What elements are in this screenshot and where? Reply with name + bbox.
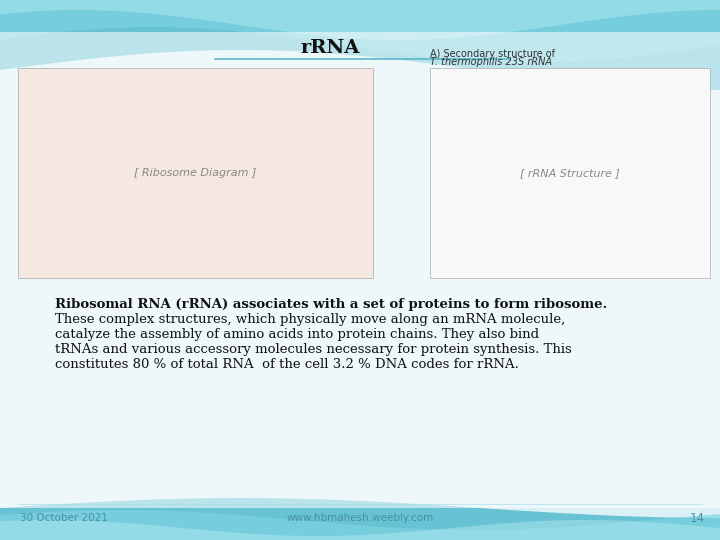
Text: catalyze the assembly of amino acids into protein chains. They also bind: catalyze the assembly of amino acids int… (55, 328, 539, 341)
Bar (0, 32, 720, 508)
Text: www.hbmahesh.weebly.com: www.hbmahesh.weebly.com (287, 513, 433, 523)
Text: 30 October 2021: 30 October 2021 (20, 513, 108, 523)
Polygon shape (0, 0, 720, 63)
Text: Ribosomal RNA (rRNA) associates with a set of proteins to form ribosome.: Ribosomal RNA (rRNA) associates with a s… (55, 298, 607, 311)
Polygon shape (0, 510, 720, 540)
Text: [ rRNA Structure ]: [ rRNA Structure ] (520, 168, 620, 178)
FancyBboxPatch shape (18, 68, 373, 278)
Text: tRNAs and various accessory molecules necessary for protein synthesis. This: tRNAs and various accessory molecules ne… (55, 343, 572, 356)
Polygon shape (0, 498, 720, 540)
FancyBboxPatch shape (430, 68, 710, 278)
Text: constitutes 80 % of total RNA  of the cell 3.2 % DNA codes for rRNA.: constitutes 80 % of total RNA of the cel… (55, 358, 519, 371)
Text: T. thermophilis 23S rRNA: T. thermophilis 23S rRNA (430, 57, 552, 67)
Text: [ Ribosome Diagram ]: [ Ribosome Diagram ] (135, 168, 257, 178)
Polygon shape (0, 0, 720, 40)
Text: 14: 14 (690, 511, 705, 524)
Polygon shape (0, 0, 720, 90)
Text: rRNA: rRNA (300, 39, 360, 57)
Polygon shape (0, 520, 720, 540)
Text: These complex structures, which physically move along an mRNA molecule,: These complex structures, which physical… (55, 313, 565, 326)
Text: A) Secondary structure of: A) Secondary structure of (430, 49, 555, 59)
